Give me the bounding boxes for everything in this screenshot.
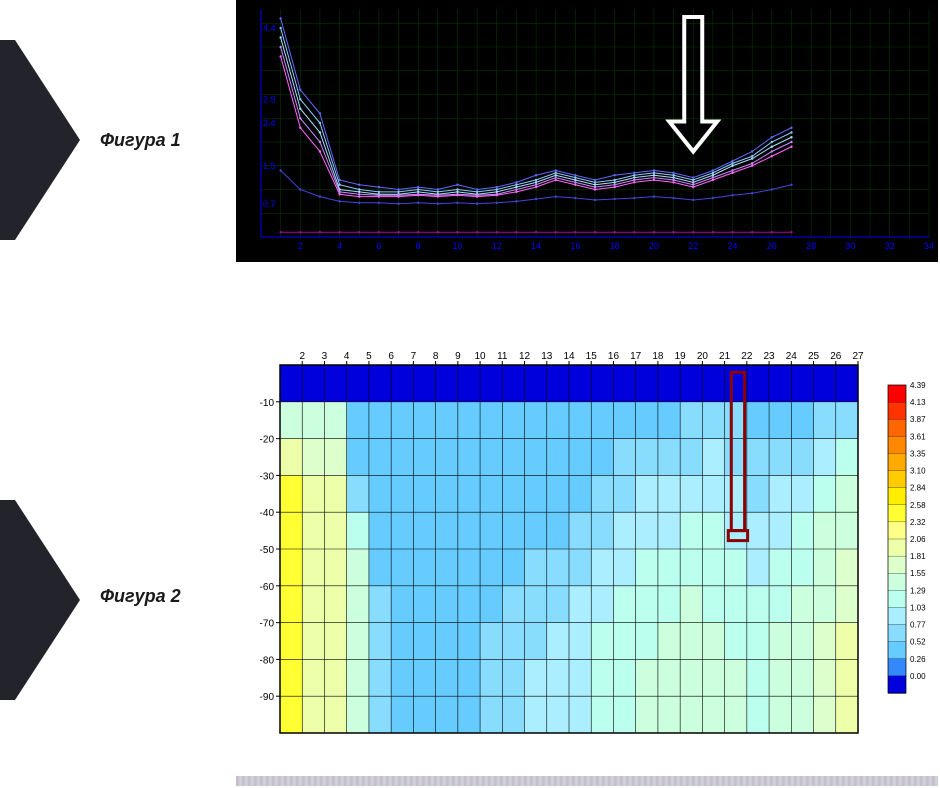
svg-text:1.55: 1.55 <box>910 569 926 578</box>
svg-text:4: 4 <box>337 241 342 251</box>
figure-1-label: Фигура 1 <box>100 130 181 151</box>
svg-text:0.52: 0.52 <box>910 638 926 647</box>
svg-text:2.06: 2.06 <box>910 535 926 544</box>
svg-text:2.58: 2.58 <box>910 501 926 510</box>
svg-text:22: 22 <box>688 241 698 251</box>
svg-text:16: 16 <box>570 241 580 251</box>
svg-text:-80: -80 <box>260 655 275 666</box>
svg-text:-30: -30 <box>260 471 275 482</box>
svg-text:1.29: 1.29 <box>910 586 926 595</box>
svg-text:14: 14 <box>563 351 575 362</box>
svg-text:0.7: 0.7 <box>263 199 276 209</box>
svg-text:1.81: 1.81 <box>910 552 926 561</box>
decorative-bottom-strip <box>236 776 938 786</box>
svg-text:24: 24 <box>786 351 798 362</box>
svg-text:3: 3 <box>322 351 328 362</box>
svg-text:24: 24 <box>728 241 738 251</box>
svg-text:0.77: 0.77 <box>910 621 926 630</box>
svg-text:3.87: 3.87 <box>910 415 926 424</box>
svg-text:-10: -10 <box>260 398 275 409</box>
decorative-arrow-2 <box>0 500 80 700</box>
svg-text:3.61: 3.61 <box>910 432 926 441</box>
svg-text:12: 12 <box>492 241 502 251</box>
svg-text:7: 7 <box>411 351 417 362</box>
svg-text:0.00: 0.00 <box>910 672 926 681</box>
svg-text:20: 20 <box>649 241 659 251</box>
chart-2-contour: 2345678910111213141516171819202122232425… <box>236 345 938 745</box>
svg-text:21: 21 <box>719 351 731 362</box>
svg-text:32: 32 <box>885 241 895 251</box>
chart-1-line: 2468101214161820222426283032340.71.52.42… <box>236 0 938 262</box>
svg-text:2.32: 2.32 <box>910 518 926 527</box>
svg-text:14: 14 <box>531 241 541 251</box>
svg-text:18: 18 <box>610 241 620 251</box>
svg-text:25: 25 <box>808 351 820 362</box>
svg-text:2.9: 2.9 <box>263 94 276 104</box>
svg-text:30: 30 <box>845 241 855 251</box>
svg-text:2.4: 2.4 <box>263 118 276 128</box>
svg-text:28: 28 <box>806 241 816 251</box>
decorative-arrow-1 <box>0 40 80 240</box>
svg-text:20: 20 <box>697 351 709 362</box>
svg-text:3.10: 3.10 <box>910 467 926 476</box>
svg-text:10: 10 <box>475 351 487 362</box>
svg-text:19: 19 <box>675 351 687 362</box>
figure-2-label: Фигура 2 <box>100 586 181 607</box>
svg-text:9: 9 <box>455 351 461 362</box>
svg-text:13: 13 <box>541 351 553 362</box>
svg-text:-20: -20 <box>260 435 275 446</box>
svg-text:8: 8 <box>433 351 439 362</box>
page: Фигура 1 Фигура 2 2468101214161820222426… <box>0 0 940 788</box>
svg-text:27: 27 <box>852 351 864 362</box>
svg-text:-70: -70 <box>260 619 275 630</box>
svg-text:8: 8 <box>416 241 421 251</box>
svg-text:4.13: 4.13 <box>910 398 926 407</box>
svg-text:23: 23 <box>764 351 776 362</box>
svg-text:12: 12 <box>519 351 531 362</box>
svg-text:2.84: 2.84 <box>910 484 926 493</box>
svg-text:16: 16 <box>608 351 620 362</box>
svg-text:-90: -90 <box>260 692 275 703</box>
svg-text:2: 2 <box>298 241 303 251</box>
svg-text:17: 17 <box>630 351 642 362</box>
svg-text:18: 18 <box>652 351 664 362</box>
svg-text:2: 2 <box>299 351 305 362</box>
svg-text:0.26: 0.26 <box>910 655 926 664</box>
svg-text:22: 22 <box>741 351 753 362</box>
svg-text:10: 10 <box>452 241 462 251</box>
svg-text:1.5: 1.5 <box>263 161 276 171</box>
svg-text:5: 5 <box>366 351 372 362</box>
svg-text:-60: -60 <box>260 582 275 593</box>
svg-text:26: 26 <box>767 241 777 251</box>
svg-text:-50: -50 <box>260 545 275 556</box>
svg-text:34: 34 <box>924 241 933 251</box>
svg-text:1.03: 1.03 <box>910 603 926 612</box>
svg-text:4.4: 4.4 <box>263 23 276 33</box>
svg-text:4: 4 <box>344 351 350 362</box>
svg-text:-40: -40 <box>260 508 275 519</box>
svg-text:6: 6 <box>376 241 381 251</box>
svg-text:26: 26 <box>830 351 842 362</box>
svg-text:6: 6 <box>388 351 394 362</box>
svg-text:4.39: 4.39 <box>910 381 926 390</box>
svg-text:11: 11 <box>497 351 508 362</box>
svg-text:3.35: 3.35 <box>910 449 926 458</box>
svg-text:15: 15 <box>586 351 598 362</box>
